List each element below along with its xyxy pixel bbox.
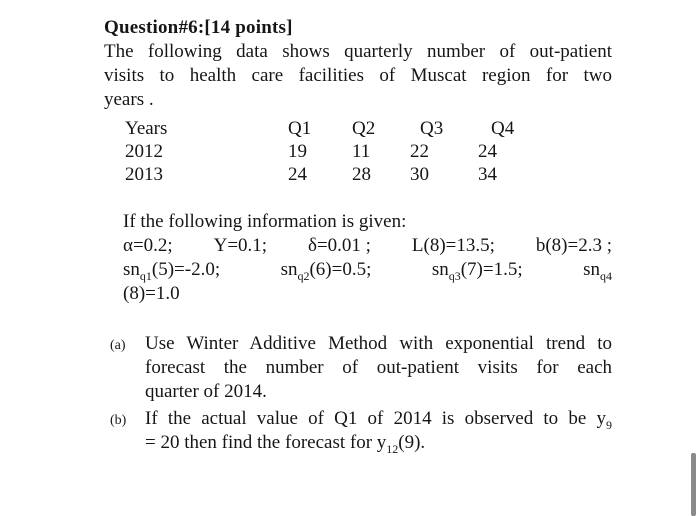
table-header-row: Years Q1 Q2 Q3 Q4 [125,117,612,140]
table-row: 2012 19 11 22 24 [125,140,612,163]
intro-line: The following data shows quarterly numbe… [104,41,612,62]
question-intro: The following data shows quarterly numbe… [104,40,612,112]
param-trend: b(8)=2.3 ; [535,235,612,256]
scrollbar-thumb[interactable] [691,453,696,516]
param-level: L(8)=13.5; [411,235,495,256]
q4-cell: 34 [478,164,497,185]
question-title: Question#6:[14 points] [104,17,293,38]
q3-cell: 30 [410,164,429,185]
q3-cell: 22 [410,141,429,162]
intro-line: visits to health care facilities of Musc… [104,65,612,86]
sn-term-q1: snq1(5)=-2.0; [123,259,221,283]
part-b-marker: (b) [110,413,127,428]
part-a-text: Use Winter Additive Method with exponent… [145,333,612,402]
part-b: (b) If the actual value of Q1 of 2014 is… [104,407,612,455]
q1-cell: 24 [288,164,307,185]
param-alpha: α=0.2; [123,235,173,256]
q2-cell: 11 [352,141,371,162]
col-header-q4: Q4 [491,118,515,139]
seasonal-overflow: (8)=1.0 [123,283,180,304]
part-a: (a) Use Winter Additive Method with expo… [104,332,612,404]
intro-line: years . [104,89,154,110]
given-information: If the following information is given: α… [123,210,612,306]
question-parts: (a) Use Winter Additive Method with expo… [104,332,612,455]
col-header-q3: Q3 [420,118,444,139]
sn-term-q3: snq3(7)=1.5; [431,259,523,283]
q1-cell: 19 [288,141,307,162]
col-header-q1: Q1 [288,118,312,139]
data-table: Years Q1 Q2 Q3 Q4 2012 19 11 22 24 2013 … [125,117,612,186]
col-header-q2: Q2 [352,118,376,139]
year-cell: 2012 [125,141,163,162]
question-document: Question#6:[14 points] The following dat… [104,16,612,455]
param-gamma: Υ=0.1; [213,235,268,256]
year-cell: 2013 [125,164,163,185]
part-b-text: If the actual value of Q1 of 2014 is obs… [145,408,612,456]
part-a-marker: (a) [110,338,126,353]
param-delta: δ=0.01 ; [308,235,371,256]
col-header-years: Years [125,118,168,139]
sn-term-q2: snq2(6)=0.5; [280,259,372,283]
parameters-line: α=0.2; Υ=0.1; δ=0.01 ; L(8)=13.5; b(8)=2… [123,234,612,258]
q4-cell: 24 [478,141,497,162]
table-row: 2013 24 28 30 34 [125,163,612,186]
sn-term-q4: snq4 [583,259,612,283]
given-intro: If the following information is given: [123,211,407,232]
seasonal-line: snq1(5)=-2.0; snq2(6)=0.5; snq3(7)=1.5; … [123,258,612,282]
q2-cell: 28 [352,164,371,185]
